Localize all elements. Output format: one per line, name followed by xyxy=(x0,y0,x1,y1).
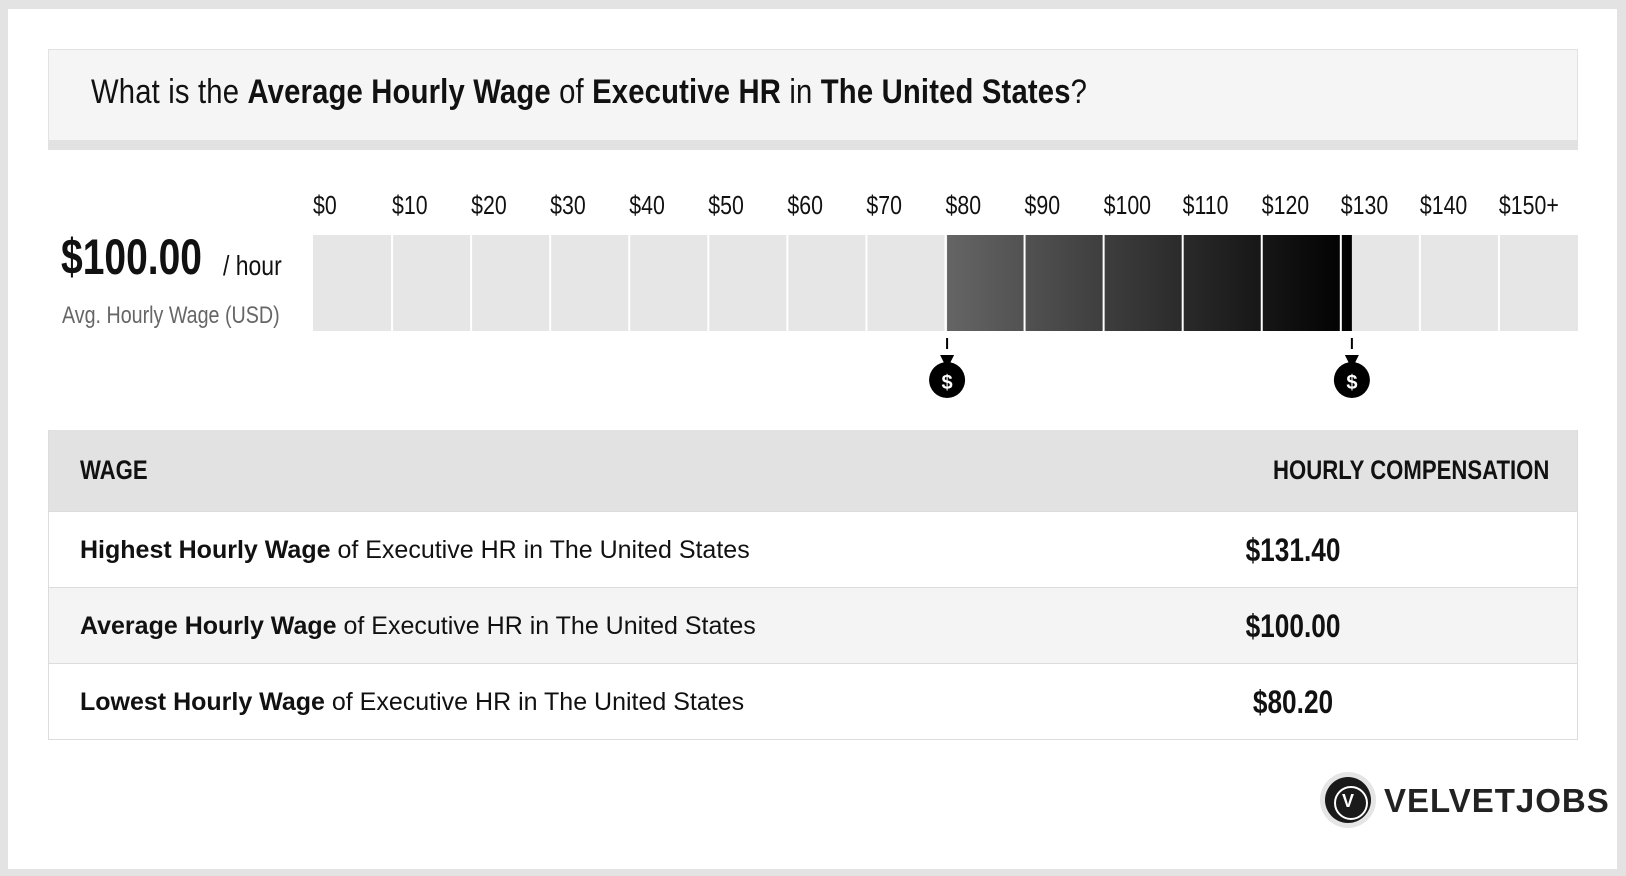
average-wage-label: Avg. Hourly Wage (USD) xyxy=(62,302,280,329)
row-value: $80.20 xyxy=(1252,684,1334,720)
tick-label: $60 xyxy=(787,191,823,221)
tick-label: $110 xyxy=(1183,191,1229,221)
tick-label: $120 xyxy=(1262,191,1309,221)
wage-table: WAGE HOURLY COMPENSATION Highest Hourly … xyxy=(48,430,1578,740)
title-metric: Average Hourly Wage xyxy=(247,73,551,111)
tick-label: $40 xyxy=(629,191,665,221)
row-label: Average Hourly Wage of Executive HR in T… xyxy=(80,612,756,640)
table-row-lowest: Lowest Hourly Wage of Executive HR in Th… xyxy=(49,663,1577,739)
wage-range-chart: $0 $10 $20 $30 $40 $50 $60 $70 $80 $90 $100 $110 $12… xyxy=(313,191,1578,398)
tick-label: $130 xyxy=(1341,191,1388,221)
title-location: The United States xyxy=(820,73,1071,111)
tick-label: $80 xyxy=(946,191,982,221)
tick-label: $140 xyxy=(1420,191,1467,221)
question-header: What is the Average Hourly Wage of Execu… xyxy=(48,49,1578,140)
average-wage-value: $100.00 xyxy=(61,229,202,285)
money-bag-icon: $ xyxy=(1333,338,1370,398)
average-wage-unit: / hour xyxy=(223,250,282,281)
row-value: $100.00 xyxy=(1245,608,1341,644)
tick-label: $90 xyxy=(1025,191,1061,221)
header-underline xyxy=(48,140,1578,150)
table-row-average: Average Hourly Wage of Executive HR in T… xyxy=(49,587,1577,663)
table-row-highest: Highest Hourly Wage of Executive HR in T… xyxy=(49,511,1577,587)
tick-label: $50 xyxy=(708,191,744,221)
tick-label: $10 xyxy=(392,191,428,221)
tick-label: $100 xyxy=(1104,191,1151,221)
tick-label: $70 xyxy=(866,191,902,221)
brand-name: VELVETJOBS xyxy=(1384,782,1610,819)
tick-label: $20 xyxy=(471,191,507,221)
row-label: Lowest Hourly Wage of Executive HR in Th… xyxy=(80,688,745,716)
row-label: Highest Hourly Wage of Executive HR in T… xyxy=(80,536,750,564)
tick-label: $30 xyxy=(550,191,586,221)
title-job: Executive HR xyxy=(592,73,782,111)
money-bag-icon: $ xyxy=(929,338,966,398)
velvetjobs-logo-icon: V xyxy=(1320,772,1376,828)
svg-text:$: $ xyxy=(1346,372,1357,394)
header-wage: WAGE xyxy=(80,455,148,485)
tick-label: $150+ xyxy=(1499,191,1559,221)
tick-label: $0 xyxy=(313,191,337,221)
table-header: WAGE HOURLY COMPENSATION xyxy=(49,430,1577,511)
header-hourly-compensation: HOURLY COMPENSATION xyxy=(1273,455,1550,485)
page-title: What is the Average Hourly Wage of Execu… xyxy=(91,73,1088,111)
wage-range-band xyxy=(947,235,1352,331)
row-value: $131.40 xyxy=(1245,532,1341,568)
svg-text:$: $ xyxy=(942,372,953,394)
